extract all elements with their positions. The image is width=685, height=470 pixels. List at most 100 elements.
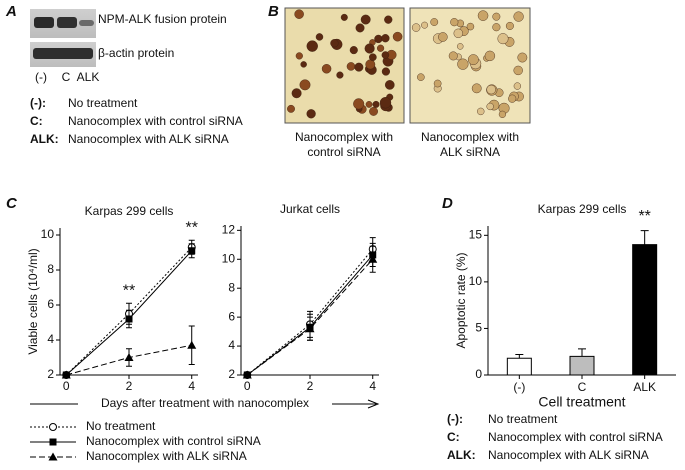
x-tick-label: ALK: [633, 380, 656, 394]
y-tick-label: 6: [228, 309, 235, 323]
y-tick-label: 10: [469, 274, 483, 288]
cell: [453, 28, 463, 38]
caption: Nanocomplex with: [295, 130, 393, 144]
y-tick-label: 10: [222, 251, 236, 265]
bar: [569, 355, 595, 376]
cell: [471, 83, 482, 94]
key-text: Nanocomplex with control siRNA: [488, 430, 663, 444]
cell: [417, 73, 425, 81]
key-text: No treatment: [68, 96, 138, 110]
cell: [457, 58, 469, 70]
marker: [187, 340, 197, 349]
key-term: C:: [447, 430, 460, 444]
annotation: **: [123, 282, 135, 299]
cell: [287, 104, 295, 113]
cell: [379, 97, 392, 109]
cell: [498, 110, 506, 118]
cell: [430, 18, 439, 26]
x-tick-label: 0: [244, 379, 251, 393]
y-axis-label: Viable cells (10⁴/ml): [26, 248, 40, 354]
error-bar: [640, 230, 649, 245]
legend-label: Nanocomplex with ALK siRNA: [86, 449, 247, 463]
cell: [492, 23, 501, 32]
cell: [457, 43, 464, 50]
cell: [355, 23, 365, 33]
caption: Nanocomplex with: [421, 130, 519, 144]
cell: [381, 34, 390, 43]
cell: [433, 79, 442, 88]
key-text: Nanocomplex with ALK siRNA: [488, 448, 649, 462]
marker: [49, 438, 57, 446]
key-text: No treatment: [488, 412, 558, 426]
lane-label: (-): [35, 70, 47, 84]
panel-label: C: [6, 195, 18, 212]
cell: [513, 65, 523, 76]
series-line: [65, 246, 193, 376]
cell: [353, 98, 365, 110]
key-term: ALK:: [30, 132, 59, 146]
x-tick-label: C: [578, 380, 587, 394]
cell: [392, 31, 403, 42]
cell: [306, 109, 316, 119]
cell: [477, 107, 485, 116]
chart-title: Karpas 299 cells: [538, 202, 627, 216]
cell: [492, 12, 501, 21]
cell: [365, 101, 373, 108]
cell: [381, 67, 390, 76]
bar: [506, 357, 532, 376]
cell: [477, 10, 489, 21]
x-axis-label: Days after treatment with nanocomplex: [101, 396, 309, 410]
x-tick-label: 2: [307, 379, 314, 393]
marker: [48, 452, 58, 461]
y-tick-label: 0: [475, 367, 482, 381]
cell: [450, 18, 459, 27]
marker: [124, 353, 134, 361]
x-tick-label: 0: [63, 379, 70, 393]
cell: [321, 64, 332, 74]
marker: [125, 315, 133, 323]
cell: [299, 79, 311, 91]
cell: [374, 34, 383, 44]
cell: [513, 82, 522, 90]
key-term: (-):: [30, 96, 46, 110]
marker: [61, 370, 71, 379]
x-axis-label: Cell treatment: [538, 394, 625, 410]
cell: [294, 9, 304, 19]
cell: [295, 52, 303, 60]
lane-label: ALK: [77, 70, 100, 84]
marker: [242, 370, 252, 379]
blot-label: β-actin protein: [98, 46, 174, 60]
cell: [497, 33, 509, 45]
y-tick-label: 12: [222, 223, 236, 237]
cells: [287, 9, 528, 119]
cell: [306, 40, 318, 52]
cell: [365, 59, 376, 70]
cell: [336, 71, 344, 79]
marker: [305, 324, 315, 333]
cell: [354, 62, 364, 72]
marker: [49, 423, 57, 431]
cell: [486, 102, 494, 111]
panel-label: A: [5, 3, 17, 20]
lane-label: C: [62, 70, 71, 84]
cell: [384, 15, 393, 24]
x-tick-label: 4: [188, 379, 195, 393]
chart-title: Karpas 299 cells: [85, 204, 174, 218]
band: [33, 48, 93, 59]
cell: [315, 33, 324, 41]
cell: [346, 62, 356, 71]
cell: [421, 21, 429, 29]
y-tick-label: 8: [228, 280, 235, 294]
panel-label: D: [442, 195, 453, 212]
y-tick-label: 4: [47, 332, 54, 346]
cell: [484, 50, 496, 62]
annotation: **: [638, 208, 650, 225]
key-text: Nanocomplex with ALK siRNA: [68, 132, 229, 146]
cell: [376, 44, 385, 52]
cell: [349, 46, 358, 55]
y-tick-label: 10: [41, 227, 55, 241]
cell: [467, 54, 479, 66]
cell: [300, 61, 307, 68]
key-term: (-):: [447, 412, 463, 426]
cell: [372, 100, 380, 108]
